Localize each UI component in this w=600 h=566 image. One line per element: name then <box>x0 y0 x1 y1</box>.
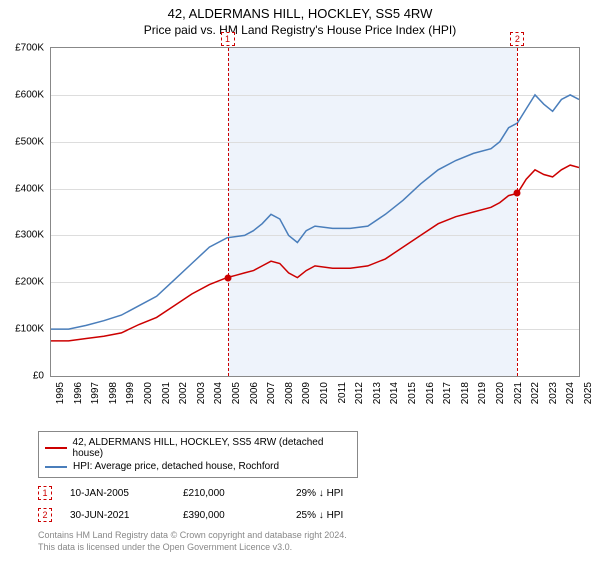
x-axis-label: 2001 <box>161 382 172 412</box>
series-line <box>51 165 579 341</box>
marker-line <box>517 48 518 376</box>
x-axis-label: 2007 <box>266 382 277 412</box>
legend-box: 42, ALDERMANS HILL, HOCKLEY, SS5 4RW (de… <box>38 431 358 478</box>
y-axis-label: £0 <box>4 371 44 382</box>
x-axis-label: 2017 <box>442 382 453 412</box>
x-axis-label: 2014 <box>389 382 400 412</box>
y-axis-label: £300K <box>4 230 44 241</box>
x-axis-label: 2015 <box>407 382 418 412</box>
x-axis-label: 2020 <box>495 382 506 412</box>
legend-swatch <box>45 447 67 449</box>
marker-label: 2 <box>510 32 524 46</box>
sale-date: 30-JUN-2021 <box>70 510 165 521</box>
legend-item: HPI: Average price, detached house, Roch… <box>45 460 351 473</box>
sale-price: £390,000 <box>183 510 278 521</box>
x-axis-label: 2002 <box>178 382 189 412</box>
y-axis-label: £500K <box>4 136 44 147</box>
footnote-line-2: This data is licensed under the Open Gov… <box>38 542 578 554</box>
x-axis-label: 2011 <box>337 382 348 412</box>
x-axis-label: 2010 <box>319 382 330 412</box>
series-line <box>51 95 579 329</box>
y-axis-label: £600K <box>4 89 44 100</box>
x-axis-label: 2006 <box>249 382 260 412</box>
marker-line <box>228 48 229 376</box>
x-axis-label: 2022 <box>530 382 541 412</box>
chart-title: 42, ALDERMANS HILL, HOCKLEY, SS5 4RW <box>0 6 600 21</box>
x-axis-label: 2013 <box>372 382 383 412</box>
sale-row: 1 10-JAN-2005 £210,000 29% ↓ HPI <box>38 486 578 500</box>
sale-date: 10-JAN-2005 <box>70 488 165 499</box>
marker-dot <box>514 190 521 197</box>
sale-row: 2 30-JUN-2021 £390,000 25% ↓ HPI <box>38 508 578 522</box>
x-axis-label: 2019 <box>477 382 488 412</box>
x-axis-label: 1995 <box>55 382 66 412</box>
footnote-line-1: Contains HM Land Registry data © Crown c… <box>38 530 578 542</box>
copyright-footnote: Contains HM Land Registry data © Crown c… <box>38 530 578 553</box>
marker-dot <box>224 274 231 281</box>
x-axis-label: 2023 <box>548 382 559 412</box>
chart-plot-area: £0£100K£200K£300K£400K£500K£600K£700K199… <box>50 47 580 377</box>
legend-item: 42, ALDERMANS HILL, HOCKLEY, SS5 4RW (de… <box>45 436 351 460</box>
x-axis-label: 2012 <box>354 382 365 412</box>
x-axis-label: 2008 <box>284 382 295 412</box>
y-axis-label: £200K <box>4 277 44 288</box>
x-axis-label: 2003 <box>196 382 207 412</box>
y-axis-label: £100K <box>4 324 44 335</box>
y-axis-label: £700K <box>4 43 44 54</box>
legend-label: 42, ALDERMANS HILL, HOCKLEY, SS5 4RW (de… <box>73 437 351 459</box>
marker-label: 1 <box>221 32 235 46</box>
sale-delta: 25% ↓ HPI <box>296 510 391 521</box>
x-axis-label: 2025 <box>583 382 594 412</box>
x-axis-label: 2016 <box>425 382 436 412</box>
legend-swatch <box>45 466 67 468</box>
sale-marker: 2 <box>38 508 52 522</box>
sale-delta: 29% ↓ HPI <box>296 488 391 499</box>
x-axis-label: 2000 <box>143 382 154 412</box>
x-axis-label: 2004 <box>213 382 224 412</box>
legend-label: HPI: Average price, detached house, Roch… <box>73 461 279 472</box>
x-axis-label: 1998 <box>108 382 119 412</box>
y-axis-label: £400K <box>4 183 44 194</box>
x-axis-label: 1999 <box>125 382 136 412</box>
sale-price: £210,000 <box>183 488 278 499</box>
x-axis-label: 2009 <box>301 382 312 412</box>
x-axis-label: 2021 <box>513 382 524 412</box>
x-axis-label: 1997 <box>90 382 101 412</box>
x-axis-label: 2018 <box>460 382 471 412</box>
x-axis-label: 2024 <box>565 382 576 412</box>
x-axis-label: 2005 <box>231 382 242 412</box>
sale-marker: 1 <box>38 486 52 500</box>
x-axis-label: 1996 <box>73 382 84 412</box>
